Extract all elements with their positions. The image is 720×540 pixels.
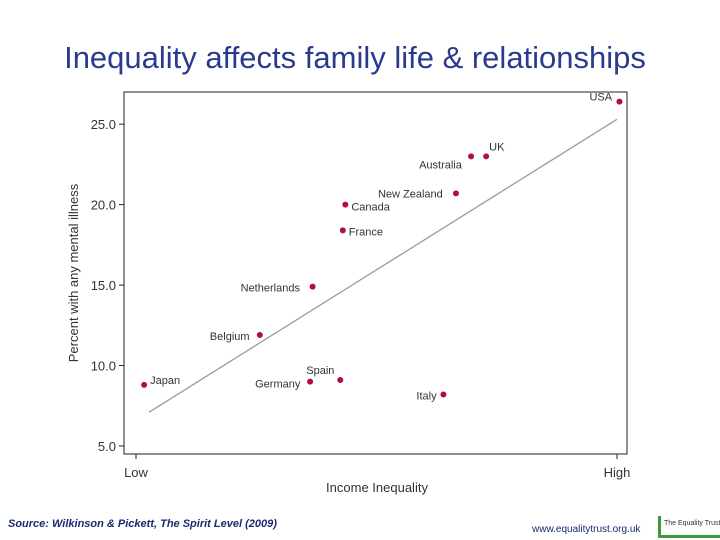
trendline: [148, 118, 618, 413]
points-group: [141, 98, 623, 398]
source-citation: Source: Wilkinson & Pickett, The Spirit …: [8, 518, 277, 530]
point-new-zealand: [452, 190, 459, 197]
point-germany: [307, 378, 314, 385]
y-tick-label-4: 25.0: [91, 117, 116, 132]
point-italy: [440, 391, 447, 398]
point-label-uk: UK: [489, 141, 505, 153]
x-tick-label-0: Low: [124, 465, 148, 480]
point-france: [339, 227, 346, 234]
chart-axes: 5.0 10.0 15.0 20.0 25.0 Low High Income Inequal…: [66, 91, 631, 495]
point-label-australia: Australia: [419, 159, 463, 171]
equality-trust-logo: The Equality Trust: [658, 516, 720, 538]
scatter-chart: 5.0 10.0 15.0 20.0 25.0 Low High Income Inequal…: [66, 91, 631, 495]
y-tick-label-0: 5.0: [98, 439, 116, 454]
point-label-germany: Germany: [255, 379, 301, 391]
x-tick-label-1: High: [604, 465, 631, 480]
labels-group: USA UK Australia New Zealand Canada France Net…: [150, 92, 613, 403]
plot-frame: [123, 91, 628, 455]
point-belgium: [256, 331, 263, 338]
point-netherlands: [309, 283, 316, 290]
slide-title: Inequality affects family life & relatio…: [64, 40, 646, 75]
trendline-group: [148, 118, 618, 413]
point-label-usa: USA: [589, 92, 612, 104]
y-tick-label-1: 10.0: [91, 359, 116, 374]
website-link[interactable]: www.equalitytrust.org.uk: [532, 524, 641, 535]
point-canada: [342, 201, 349, 208]
y-tick-label-3: 20.0: [91, 198, 116, 213]
point-usa: [616, 98, 623, 105]
logo-text: The Equality Trust: [664, 520, 720, 527]
x-axis-title: Income Inequality: [326, 480, 428, 495]
y-axis-title: Percent with any mental illness: [66, 183, 81, 362]
point-label-belgium: Belgium: [210, 331, 250, 343]
point-label-japan: Japan: [150, 375, 180, 387]
point-uk: [483, 153, 490, 160]
point-label-canada: Canada: [351, 202, 390, 214]
point-label-netherlands: Netherlands: [241, 283, 301, 295]
point-label-new-zealand: New Zealand: [378, 188, 443, 200]
point-australia: [468, 153, 475, 160]
point-spain: [337, 376, 344, 383]
point-label-france: France: [349, 226, 383, 238]
point-label-spain: Spain: [306, 365, 334, 377]
point-label-italy: Italy: [416, 390, 437, 402]
point-japan: [141, 381, 148, 388]
y-tick-label-2: 15.0: [91, 278, 116, 293]
